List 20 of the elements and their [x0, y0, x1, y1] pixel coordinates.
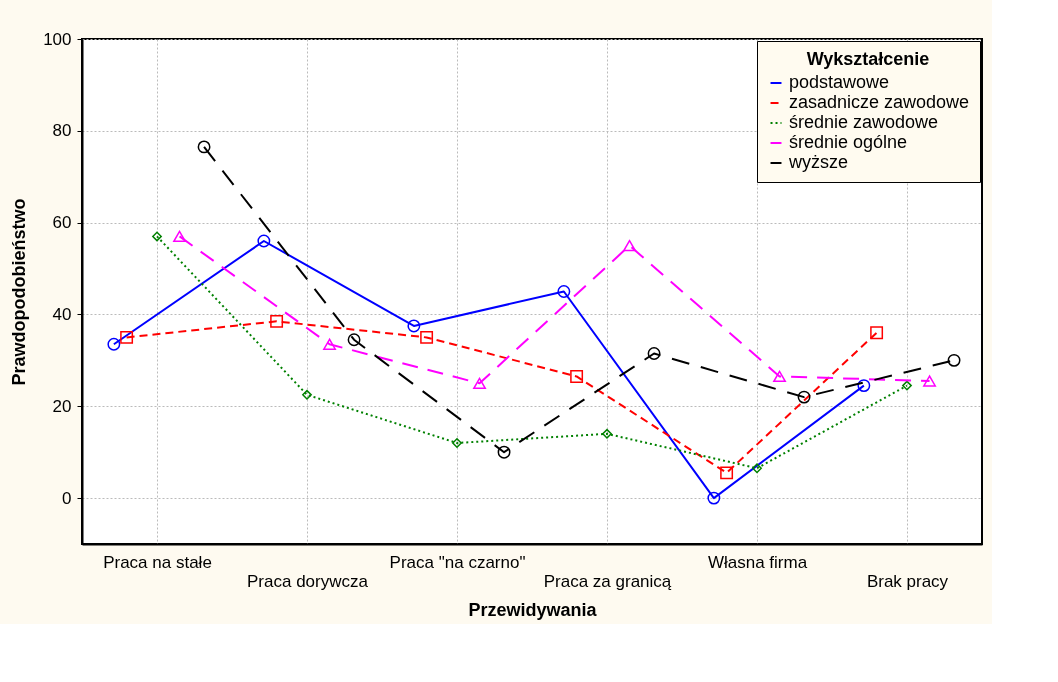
y-tick-label: 0	[62, 488, 72, 508]
legend-label: zasadnicze zawodowe	[789, 92, 970, 112]
legend-label: podstawowe	[789, 72, 890, 92]
x-tick-label: Praca na stałe	[103, 552, 212, 572]
x-tick-label: Praca "na czarno"	[389, 552, 526, 572]
x-axis-title: Przewidywania	[468, 599, 598, 620]
legend-label: średnie zawodowe	[789, 112, 939, 132]
x-tick-label: Praca dorywcza	[247, 571, 369, 591]
legend-label: średnie ogólne	[789, 132, 908, 152]
legend-label: wyższe	[788, 152, 849, 172]
y-tick-label: 100	[43, 29, 72, 49]
x-tick-label: Praca za granicą	[543, 571, 672, 591]
y-tick-label: 60	[52, 213, 72, 233]
x-tick-label: Brak pracy	[866, 571, 949, 591]
y-tick-label: 40	[52, 304, 72, 324]
y-tick-label: 80	[52, 121, 72, 141]
legend-title: Wykształcenie	[806, 49, 930, 69]
x-tick-label: Własna firma	[707, 552, 808, 572]
y-axis-title: Prawdopodobieństwo	[9, 198, 30, 386]
y-tick-label: 20	[52, 396, 72, 416]
